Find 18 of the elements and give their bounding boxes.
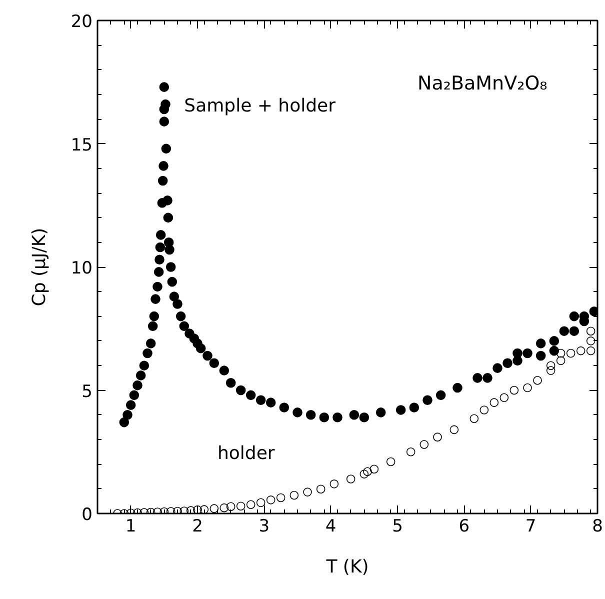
series-label: Sample + holder bbox=[184, 96, 336, 117]
x-tick-label: 4 bbox=[325, 516, 336, 536]
x-tick-label: 5 bbox=[392, 516, 403, 536]
x-tick-label: 7 bbox=[525, 516, 536, 536]
x-tick-label: 2 bbox=[192, 516, 203, 536]
y-tick-label: 0 bbox=[82, 505, 93, 525]
y-tick-label: 20 bbox=[70, 12, 93, 32]
x-tick-label: 8 bbox=[592, 516, 603, 536]
x-tick-label: 3 bbox=[258, 516, 270, 536]
series-label: holder bbox=[218, 443, 276, 464]
y-tick-label: 5 bbox=[82, 382, 93, 402]
y-tick-label: 10 bbox=[70, 258, 93, 278]
x-axis-title: T (K) bbox=[325, 556, 369, 578]
annotation: Na₂BaMnV₂O₈ bbox=[418, 72, 548, 94]
x-tick-label: 6 bbox=[458, 516, 470, 536]
y-tick-label: 15 bbox=[70, 135, 93, 156]
y-axis-title: Cp (μJ/K) bbox=[28, 228, 50, 306]
x-tick-label: 1 bbox=[125, 516, 136, 536]
